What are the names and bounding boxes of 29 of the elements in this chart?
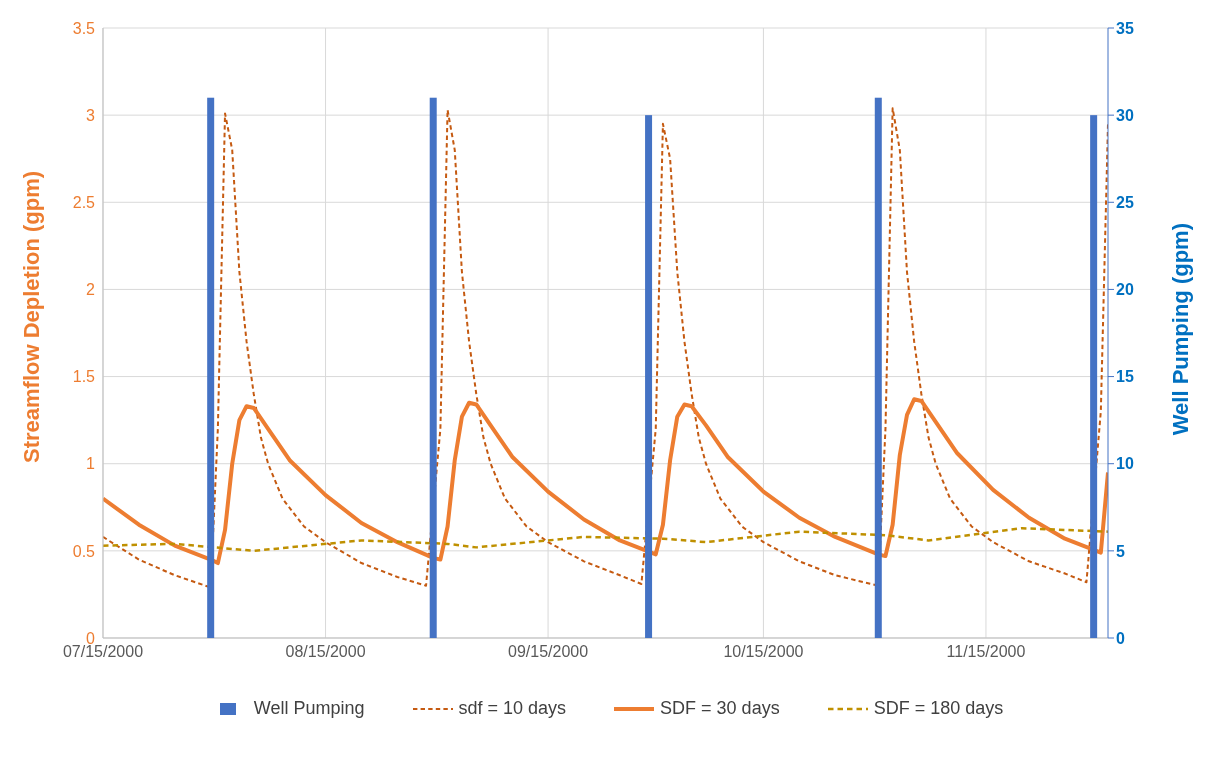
- legend-label: Well Pumping: [253, 698, 365, 719]
- y-tick-label: 0.5: [72, 542, 96, 560]
- y2-tick-label: 25: [1116, 193, 1134, 211]
- y-tick-label: 1.5: [72, 368, 96, 386]
- y-tick-label: 1: [86, 455, 96, 473]
- y-tick-label: 2.5: [72, 193, 96, 211]
- line-series: [103, 397, 1108, 566]
- y-tick-label: 3: [86, 106, 96, 124]
- y2-tick-label: 10: [1116, 455, 1134, 473]
- y2-tick-label: 0: [1116, 629, 1125, 647]
- y-tick-label: 2: [86, 281, 96, 299]
- x-tick-label: 07/15/2000: [62, 643, 144, 661]
- legend-label: SDF = 180 days: [873, 698, 1004, 719]
- line-series: [103, 107, 1108, 589]
- y2-tick-label: 20: [1116, 281, 1134, 299]
- y-axis-title: Streamflow Depletion (gpm): [18, 170, 44, 463]
- y2-tick-label: 5: [1116, 542, 1125, 560]
- y2-tick-label: 15: [1116, 368, 1134, 386]
- x-tick-label: 10/15/2000: [723, 643, 804, 661]
- y2-tick-label: 30: [1116, 106, 1134, 124]
- y2-axis-title: Well Pumping (gpm): [1167, 223, 1193, 436]
- x-tick-label: 08/15/2000: [285, 643, 366, 661]
- y-tick-label: 3.5: [72, 19, 96, 37]
- x-tick-label: 11/15/2000: [946, 643, 1026, 661]
- x-tick-label: 09/15/2000: [508, 643, 589, 661]
- y2-tick-label: 35: [1116, 19, 1134, 37]
- line-series: [103, 526, 1108, 553]
- legend-label: sdf = 10 days: [458, 698, 567, 719]
- legend-label: SDF = 30 days: [660, 698, 780, 719]
